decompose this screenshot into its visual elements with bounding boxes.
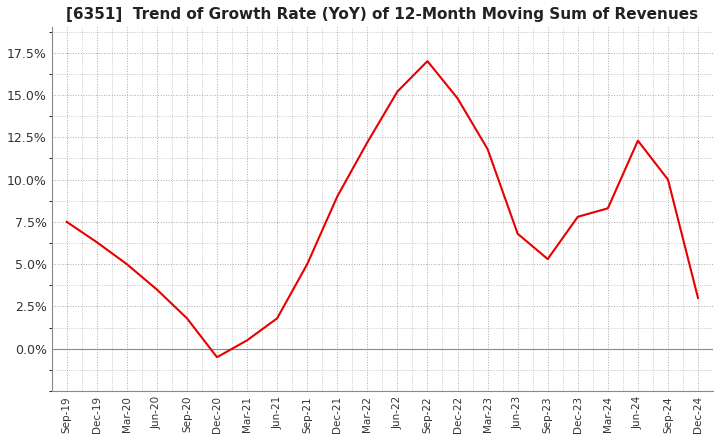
Title: [6351]  Trend of Growth Rate (YoY) of 12-Month Moving Sum of Revenues: [6351] Trend of Growth Rate (YoY) of 12-… (66, 7, 698, 22)
